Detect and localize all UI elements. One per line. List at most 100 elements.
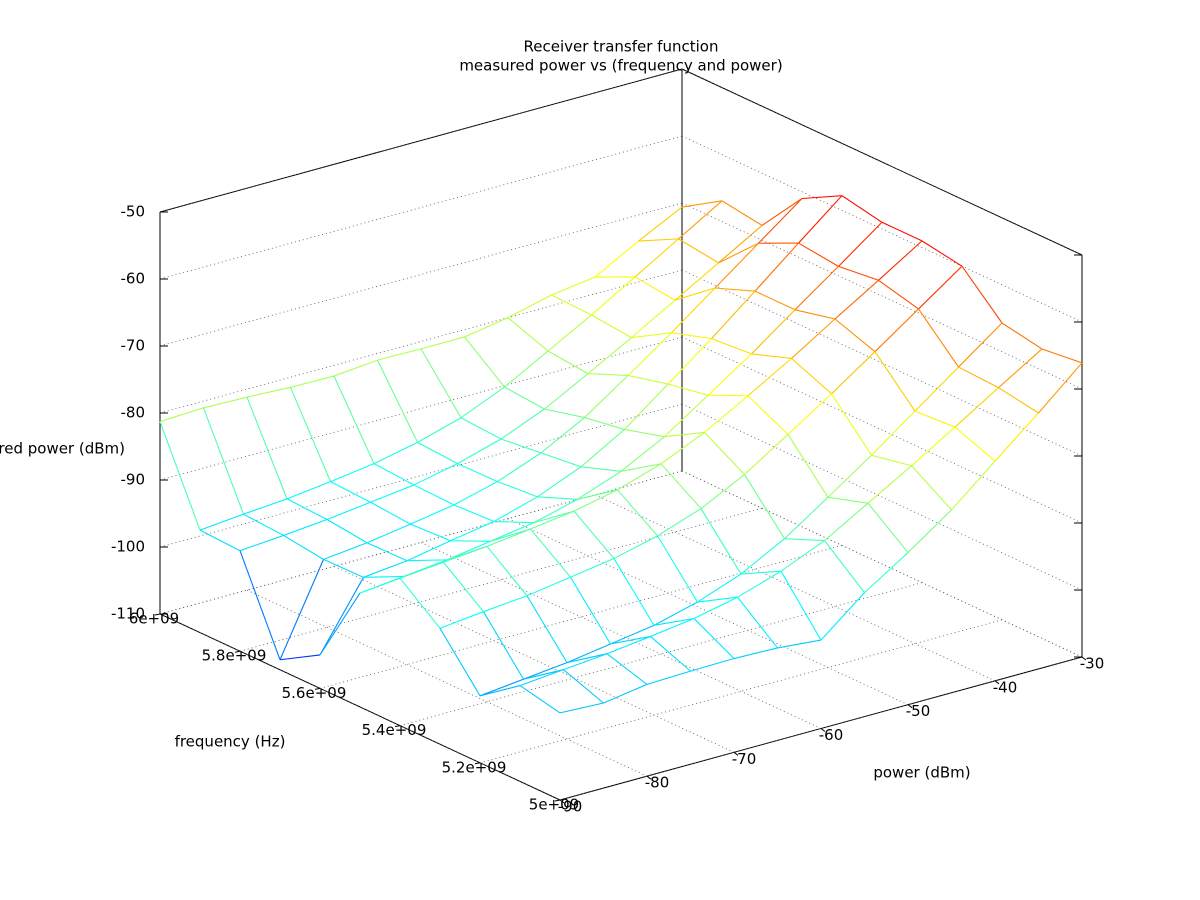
surface-segment: [954, 426, 996, 462]
surface-segment: [867, 502, 909, 553]
x-tick: [907, 704, 913, 709]
surface-segment: [994, 412, 1039, 462]
surface-segment: [744, 434, 789, 475]
surface-segment: [674, 287, 716, 301]
surface-segment: [646, 670, 691, 685]
surface-segment: [523, 662, 568, 680]
surface-segment: [744, 474, 785, 539]
surface-segment: [439, 611, 484, 629]
x-tick-label: -30: [1080, 655, 1105, 673]
surface-segment: [747, 357, 792, 397]
surface-segment: [824, 502, 869, 541]
surface-segment: [798, 195, 843, 244]
surface-segment: [678, 200, 723, 240]
surface-segment: [624, 383, 669, 430]
surface-segment: [697, 573, 742, 603]
surface-segment: [584, 417, 625, 430]
surface-segment: [446, 540, 491, 561]
surface-segment: [718, 225, 763, 264]
surface-segment: [838, 265, 879, 281]
surface-segment: [584, 375, 629, 418]
surface-segment: [399, 577, 441, 629]
surface-segment: [613, 558, 655, 626]
surface-segment: [279, 654, 321, 661]
surface-segment: [580, 429, 625, 468]
surface-segment: [587, 373, 629, 377]
surface-segment: [951, 460, 996, 511]
grid-line: [594, 494, 996, 682]
surface-segment: [667, 338, 712, 385]
surface-segment: [1001, 322, 1043, 350]
surface-segment: [784, 538, 825, 542]
surface-segment: [533, 510, 575, 524]
surface-segment: [798, 242, 839, 267]
surface-segment: [758, 198, 803, 244]
surface-segment: [202, 407, 245, 515]
surface-segment: [370, 501, 411, 525]
surface-segment: [577, 489, 618, 500]
surface-segment: [544, 408, 585, 419]
y-tick-label: 5.6e+09: [282, 684, 347, 702]
surface-segment: [373, 441, 418, 465]
surface-segment: [918, 265, 963, 310]
surface-segment: [660, 463, 702, 509]
surface-segment: [410, 523, 451, 542]
grid-line: [681, 470, 1083, 658]
surface-segment: [878, 240, 923, 281]
x-tick-label: -80: [645, 774, 670, 792]
surface-segment: [483, 611, 524, 680]
x-axis-label: power (dBm): [873, 764, 970, 782]
surface-segment: [617, 463, 662, 491]
grid-line: [159, 336, 683, 481]
grid-line: [681, 403, 1083, 591]
surface-segment: [366, 523, 411, 544]
surface-segment: [413, 484, 455, 506]
surface-segment: [370, 484, 415, 503]
surface-segment: [406, 559, 448, 562]
grid-line: [333, 565, 735, 753]
surface-segment: [777, 639, 822, 649]
surface-segment: [537, 466, 582, 498]
surface-segment: [573, 489, 618, 512]
surface-segment: [751, 309, 796, 355]
surface-segment: [363, 560, 408, 578]
surface-segment: [439, 628, 481, 697]
grid-line: [159, 613, 561, 801]
surface-segment: [751, 353, 792, 359]
surface-segment: [664, 431, 705, 438]
surface-segment: [657, 508, 702, 537]
surface-segment: [657, 535, 698, 603]
surface-segment: [246, 397, 288, 500]
surface-segment: [620, 463, 662, 472]
surface-segment: [507, 317, 549, 352]
surface-segment: [453, 504, 495, 522]
surface-segment: [794, 309, 836, 320]
surface-segment: [740, 570, 782, 575]
surface-segment: [283, 534, 324, 560]
surface-segment: [914, 366, 959, 412]
surface-segment: [718, 242, 759, 264]
surface-segment: [493, 520, 535, 524]
surface-segment: [570, 558, 615, 578]
surface-segment: [740, 538, 785, 575]
surface-segment: [711, 290, 756, 339]
surface-segment: [497, 481, 538, 498]
z-axis-label: measured power (dBm): [0, 440, 125, 458]
surface-segment: [359, 577, 401, 594]
surface-segment: [504, 350, 549, 388]
surface-segment: [827, 496, 869, 504]
surface-segment: [290, 375, 335, 388]
surface-segment: [700, 508, 742, 575]
surface-segment: [787, 393, 832, 435]
surface-segment: [707, 353, 752, 396]
surface-segment: [653, 617, 695, 626]
surface-segment: [747, 395, 789, 435]
surface-segment: [563, 653, 608, 671]
y-tick: [314, 687, 321, 690]
surface-segment: [638, 206, 683, 242]
surface-segment: [841, 195, 883, 223]
surface-segment: [874, 351, 916, 412]
surface-segment: [519, 669, 564, 687]
surface-segment: [998, 387, 1039, 414]
surface-segment: [323, 558, 364, 578]
